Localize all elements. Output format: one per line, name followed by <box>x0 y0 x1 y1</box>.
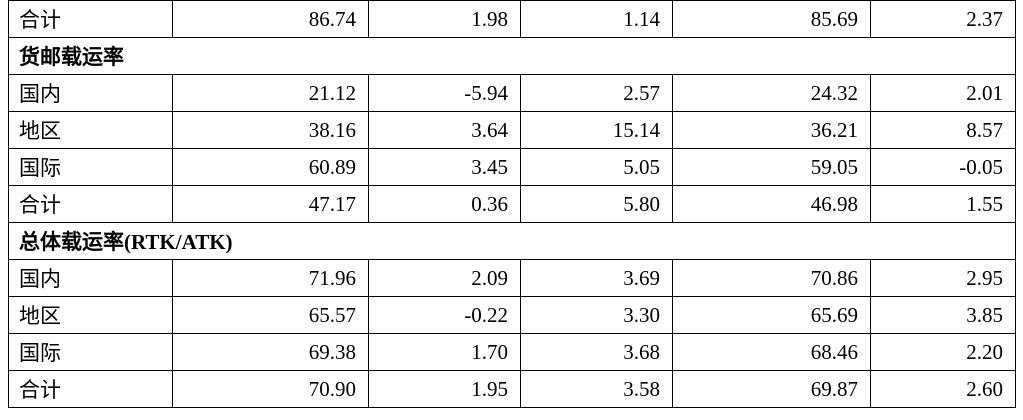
cell-value: 70.90 <box>172 370 369 408</box>
table-row: 合计 70.90 1.95 3.58 69.87 2.60 <box>8 370 1016 408</box>
cell-value: 47.17 <box>172 185 369 223</box>
table-row: 合计 47.17 0.36 5.80 46.98 1.55 <box>8 185 1016 223</box>
data-table: 合计 86.74 1.98 1.14 85.69 2.37 货邮载运率 国内 21.12 -5.9… <box>8 0 1016 408</box>
row-label: 合计 <box>8 370 173 408</box>
cell-value: 3.58 <box>520 370 673 408</box>
table-row: 地区 38.16 3.64 15.14 36.21 8.57 <box>8 111 1016 149</box>
cell-value: 24.32 <box>672 74 871 112</box>
row-label: 合计 <box>8 185 173 223</box>
cell-value: 2.95 <box>870 259 1016 297</box>
cell-value: 1.95 <box>368 370 521 408</box>
cell-value: 5.80 <box>520 185 673 223</box>
cell-value: 71.96 <box>172 259 369 297</box>
cell-value: 3.45 <box>368 148 521 186</box>
cell-value: 2.09 <box>368 259 521 297</box>
row-label: 合计 <box>8 0 173 38</box>
table-row: 国际 60.89 3.45 5.05 59.05 -0.05 <box>8 148 1016 186</box>
table-row: 国内 21.12 -5.94 2.57 24.32 2.01 <box>8 74 1016 112</box>
section-header: 货邮载运率 <box>8 37 1016 75</box>
row-label: 国际 <box>8 148 173 186</box>
cell-value: 3.68 <box>520 333 673 371</box>
section-header: 总体载运率(RTK/ATK) <box>8 222 1016 260</box>
cell-value: -5.94 <box>368 74 521 112</box>
row-label: 国内 <box>8 259 173 297</box>
cell-value: 2.20 <box>870 333 1016 371</box>
cell-value: 15.14 <box>520 111 673 149</box>
cell-value: 1.55 <box>870 185 1016 223</box>
cell-value: 69.38 <box>172 333 369 371</box>
row-label: 国际 <box>8 333 173 371</box>
cell-value: 59.05 <box>672 148 871 186</box>
cell-value: 1.98 <box>368 0 521 38</box>
table-row: 国际 69.38 1.70 3.68 68.46 2.20 <box>8 333 1016 371</box>
cell-value: 46.98 <box>672 185 871 223</box>
cell-value: 36.21 <box>672 111 871 149</box>
cell-value: 21.12 <box>172 74 369 112</box>
cell-value: 2.57 <box>520 74 673 112</box>
cell-value: 38.16 <box>172 111 369 149</box>
row-label: 国内 <box>8 74 173 112</box>
table-row: 货邮载运率 <box>8 37 1016 75</box>
cell-value: 60.89 <box>172 148 369 186</box>
row-label: 地区 <box>8 296 173 334</box>
table-body: 合计 86.74 1.98 1.14 85.69 2.37 货邮载运率 国内 21.12 -5.9… <box>8 0 1016 408</box>
cell-value: 85.69 <box>672 0 871 38</box>
cell-value: 1.70 <box>368 333 521 371</box>
table-row: 合计 86.74 1.98 1.14 85.69 2.37 <box>8 0 1016 38</box>
table-row: 地区 65.57 -0.22 3.30 65.69 3.85 <box>8 296 1016 334</box>
cell-value: 1.14 <box>520 0 673 38</box>
cell-value: 70.86 <box>672 259 871 297</box>
cell-value: 2.01 <box>870 74 1016 112</box>
cell-value: 2.37 <box>870 0 1016 38</box>
cell-value: 0.36 <box>368 185 521 223</box>
cell-value: 86.74 <box>172 0 369 38</box>
cell-value: 8.57 <box>870 111 1016 149</box>
cell-value: 3.30 <box>520 296 673 334</box>
cell-value: 3.64 <box>368 111 521 149</box>
cell-value: -0.05 <box>870 148 1016 186</box>
cell-value: -0.22 <box>368 296 521 334</box>
cell-value: 3.85 <box>870 296 1016 334</box>
cell-value: 65.69 <box>672 296 871 334</box>
cell-value: 65.57 <box>172 296 369 334</box>
cell-value: 69.87 <box>672 370 871 408</box>
cell-value: 2.60 <box>870 370 1016 408</box>
cell-value: 3.69 <box>520 259 673 297</box>
row-label: 地区 <box>8 111 173 149</box>
cell-value: 5.05 <box>520 148 673 186</box>
table-row: 国内 71.96 2.09 3.69 70.86 2.95 <box>8 259 1016 297</box>
table-row: 总体载运率(RTK/ATK) <box>8 222 1016 260</box>
cell-value: 68.46 <box>672 333 871 371</box>
